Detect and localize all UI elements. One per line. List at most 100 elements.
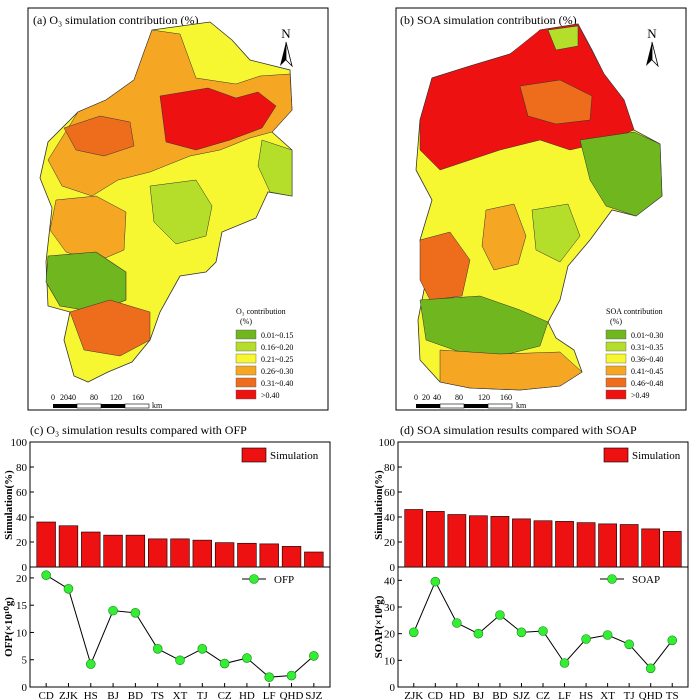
bar-c-ZJK	[58, 525, 79, 568]
x-tick-label: QHD	[280, 690, 304, 700]
north-arrow-a: N	[280, 26, 293, 68]
map-legend-swatch	[235, 353, 257, 364]
bar-d-LF	[555, 521, 574, 568]
y-tick-label: 20	[16, 537, 28, 549]
x-tick-label: HS	[84, 690, 98, 700]
bar-d-TJ	[619, 524, 639, 568]
map-legend-label: 0.26~0.30	[261, 367, 293, 376]
map-title-a: (a) O₃ simulation contribution (%)	[33, 13, 198, 27]
point-c-TS	[152, 644, 163, 654]
map-legend-swatch	[605, 365, 627, 376]
scale-unit-a: km	[152, 401, 163, 410]
north-arrow-left-icon	[280, 42, 286, 66]
scale-label-0-b: 0	[414, 393, 418, 402]
map-region-south-b	[419, 295, 549, 357]
x-tick-label: CZ	[536, 690, 550, 700]
map-legend-label: 0.46~0.48	[631, 379, 663, 388]
point-c-BJ	[108, 605, 118, 616]
y-tick-label: 40	[16, 512, 28, 524]
x-tick-label: HS	[579, 690, 593, 700]
x-tick-label: LF	[558, 690, 571, 700]
map-region-east-a	[257, 139, 293, 197]
point-d-TS	[667, 635, 678, 646]
scale-label-3-b: 80	[455, 393, 463, 402]
legend-swatch-bar-c	[241, 447, 267, 463]
bar-c-TS	[148, 538, 168, 568]
map-legend-label: 0.16~0.20	[261, 343, 293, 352]
point-c-QHD	[286, 670, 297, 681]
x-tick-label: BJ	[107, 690, 119, 700]
bar-d-BD	[490, 516, 510, 568]
y-tick-label: 80	[16, 462, 28, 474]
x-tick-label: CZ	[218, 690, 232, 700]
scale-label-4-b: 120	[478, 393, 490, 402]
map-region-orange-b	[519, 79, 593, 125]
point-c-SJZ	[309, 651, 319, 661]
map-legend-label: 0.21~0.25	[261, 355, 293, 364]
map-region-red-a	[159, 87, 277, 151]
point-d-QHD	[645, 663, 656, 674]
y-tick-label: 80	[384, 462, 396, 474]
bar-c-QHD	[281, 546, 302, 568]
x-tick-label: SJZ	[305, 690, 322, 700]
map-legend-swatch	[235, 341, 257, 352]
legend-label-line-d: SOAP	[632, 574, 660, 586]
y-tick-label: 60	[16, 487, 28, 499]
point-d-SJZ	[516, 627, 527, 638]
north-label-a: N	[281, 26, 291, 41]
y-tick-label: 0	[390, 562, 396, 574]
map-region-orange-a	[63, 115, 135, 157]
map-legend-b: SOA contribution (%) 0.01~0.300.31~0.350…	[605, 307, 663, 400]
bar-d-CD	[425, 511, 445, 568]
map-panel-a: (a) O₃ simulation contribution (%) N O₃ …	[27, 7, 329, 411]
legend-line-c: OFP	[242, 574, 294, 586]
scale-bar-a: 0 2040 80 120 160 km	[51, 393, 163, 410]
y-tick-label: 30	[384, 602, 396, 614]
map-legend-unit-a: (%)	[240, 317, 252, 326]
point-c-ZJK	[63, 584, 74, 594]
scale-seg-1-b	[416, 404, 440, 408]
point-d-CD	[430, 576, 441, 587]
map-legend-swatch	[605, 329, 627, 340]
point-d-BJ	[473, 628, 484, 639]
map-legend-swatch	[235, 365, 257, 376]
legend-line-marker-c	[249, 574, 259, 584]
map-legend-label: >0.49	[631, 391, 650, 400]
north-arrow-right-icon	[651, 41, 659, 68]
legend-swatch-bar-d	[603, 447, 629, 463]
bar-c-SJZ	[304, 551, 324, 568]
bar-d-TS	[662, 531, 682, 568]
y-tick-label: 15	[16, 600, 28, 612]
map-legend-swatch	[605, 353, 627, 364]
point-c-HS	[85, 659, 96, 669]
map-legend-label: 0.36~0.40	[631, 355, 663, 364]
y-tick-label: 0	[22, 682, 28, 694]
bar-c-TJ	[192, 539, 212, 568]
map-legend-a: O₃ contribution (%) 0.01~0.150.16~0.200.…	[235, 307, 293, 400]
north-arrow-left-icon	[646, 42, 652, 66]
bar-c-BD	[125, 534, 146, 568]
x-tick-label: QHD	[639, 690, 663, 700]
legend-line-d: SOAP	[600, 574, 660, 586]
scale-seg-2-b	[439, 403, 465, 409]
map-legend-unit-b: (%)	[610, 317, 622, 326]
scale-seg-2-a	[76, 403, 102, 409]
point-d-BD	[495, 610, 505, 620]
y-tick-label: 100	[11, 437, 28, 449]
map-legend-label: 0.01~0.30	[631, 331, 663, 340]
map-legend-swatch	[235, 389, 257, 400]
x-tick-label: TS	[666, 690, 679, 700]
scale-label-3-a: 120	[110, 393, 122, 402]
bar-c-CZ	[214, 542, 235, 568]
map-legend-title-b: SOA contribution	[606, 307, 663, 316]
map-legend-items-a: 0.01~0.15 0.16~0.20 0.21~0.25 0.26~0.30 0.31…	[235, 329, 293, 400]
legend-label-line-c: OFP	[274, 574, 294, 586]
x-tick-label: BJ	[473, 690, 485, 700]
bar-d-ZJK	[404, 509, 424, 568]
bar-d-QHD	[641, 528, 661, 568]
x-tick-label: HD	[449, 690, 465, 700]
y-tick-label: 60	[384, 487, 396, 499]
point-c-HD	[242, 653, 252, 663]
y-tick-label: 20	[384, 629, 396, 641]
bar-d-HD	[447, 514, 467, 568]
